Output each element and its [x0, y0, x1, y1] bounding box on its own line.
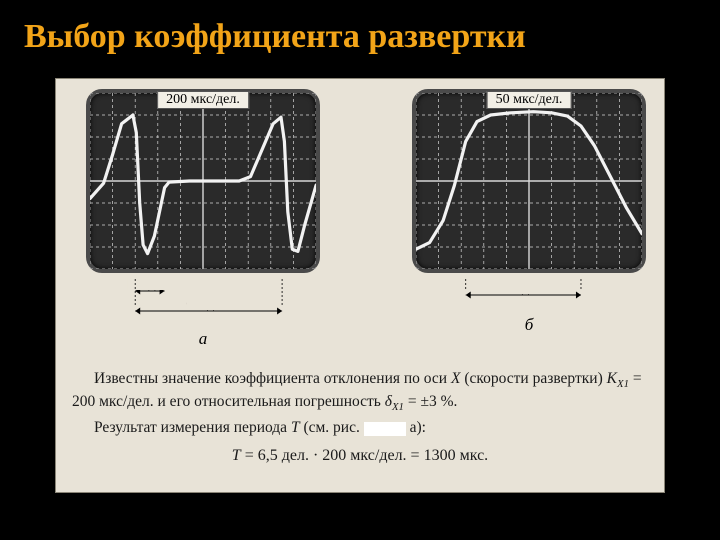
sublabel-b: б	[525, 315, 534, 335]
p1-part-a: Известны значение коэффициента отклонени…	[94, 370, 451, 387]
dimension-arrows-b: 5,1 дел.	[412, 279, 646, 309]
paragraph-1: Известны значение коэффициента отклонени…	[72, 369, 648, 414]
oscilloscope-screen-b: 50 мкс/дел.	[412, 89, 646, 273]
dimension-row-a: 1,3 дел.6,5 дел.	[86, 279, 320, 323]
scope-unit-b: 50 мкс/дел. 5,1 дел. б	[412, 89, 646, 349]
var-K: K	[607, 370, 617, 387]
scope-row: 200 мкс/дел. 1,3 дел.6,5 дел. а 50 мкс/д…	[86, 89, 646, 349]
var-K-sub: X1	[617, 378, 629, 390]
p2-part-a: Результат измерения периода	[94, 419, 291, 436]
var-T: T	[291, 419, 300, 436]
formula-T: T	[232, 447, 241, 464]
dimension-row-b: 5,1 дел.	[412, 279, 646, 309]
formula: T = 6,5 дел. · 200 мкс/дел. = 1300 мкс.	[72, 445, 648, 467]
oscilloscope-screen-a: 200 мкс/дел.	[86, 89, 320, 273]
text-block: Известны значение коэффициента отклонени…	[72, 369, 648, 467]
title-bar: Выбор коэффициента развертки	[0, 0, 720, 68]
p1-part-b: (скорости развертки)	[460, 370, 606, 387]
sublabel-a: а	[199, 329, 208, 349]
slide: Выбор коэффициента развертки 200 мкс/дел…	[0, 0, 720, 540]
figure-area: 200 мкс/дел. 1,3 дел.6,5 дел. а 50 мкс/д…	[55, 78, 665, 493]
paragraph-2: Результат измерения периода T (см. рис. …	[72, 418, 648, 439]
dimension-arrows-a: 1,3 дел.6,5 дел.	[86, 279, 320, 323]
scope-trace-b	[416, 93, 642, 269]
formula-rest: = 6,5 дел. · 200 мкс/дел. = 1300 мкс.	[241, 447, 488, 464]
scope-trace-a	[90, 93, 316, 269]
p2-part-c: а):	[406, 419, 426, 436]
timebase-label-a: 200 мкс/дел.	[157, 91, 249, 109]
p2-part-b: (см. рис.	[300, 419, 364, 436]
slide-title: Выбор коэффициента развертки	[24, 18, 696, 56]
scope-unit-a: 200 мкс/дел. 1,3 дел.6,5 дел. а	[86, 89, 320, 349]
var-delta-sub: X1	[392, 401, 404, 413]
var-delta: δ	[385, 393, 392, 410]
timebase-label-b: 50 мкс/дел.	[487, 91, 572, 109]
erased-ref	[364, 422, 406, 436]
p1-part-d: = ±3 %.	[404, 393, 457, 410]
